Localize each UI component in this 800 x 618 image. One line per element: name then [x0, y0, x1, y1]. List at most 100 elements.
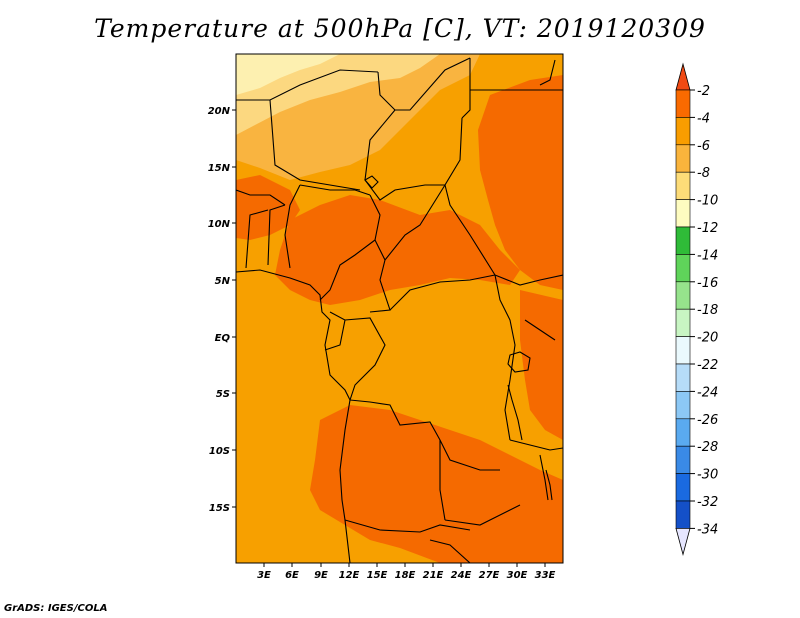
lon-label: 21E: [423, 570, 444, 581]
border-congo: [344, 317, 386, 401]
longitude-axis: 3E 6E 9E 12E 15E 18E 21E 24E 27E 30E 33E: [257, 563, 556, 581]
colorbar-label: -26: [697, 413, 718, 428]
colorbar-box: [675, 336, 691, 365]
border-coast-gulf-guinea: [236, 269, 351, 401]
border-car-drc: [389, 274, 496, 311]
border-drc-east: [494, 274, 516, 441]
colorbar-box: [675, 391, 691, 420]
field-dark-sahel: [275, 195, 520, 305]
colorbar-box: [675, 144, 691, 173]
lat-label: 10N: [208, 219, 231, 230]
border-nigeria-north: [299, 184, 371, 196]
colorbar-label: -10: [697, 194, 718, 209]
colorbar-label: -34: [697, 522, 718, 537]
colorbar-label: -24: [697, 385, 718, 400]
lon-label: 24E: [451, 570, 472, 581]
colorbar-box: [675, 171, 691, 200]
border-benin-togo: [267, 204, 286, 266]
colorbar: -2 -4 -6 -8 -10 -12 -14 -16 -18 -20 -22 -24 -26 -28 -3…: [675, 62, 718, 556]
colorbar-box: [675, 226, 691, 255]
colorbar-box: [675, 500, 691, 529]
colorbar-box: [675, 117, 691, 146]
colorbar-box: [675, 418, 691, 447]
border-coast-angola: [339, 399, 351, 563]
border-coast-east: [539, 59, 556, 86]
lon-label: 18E: [395, 570, 416, 581]
colorbar-box: [675, 473, 691, 502]
colorbar-box: [675, 445, 691, 474]
field-dark-west: [236, 175, 300, 240]
border-car-sudan: [384, 184, 446, 261]
colorbar-box: [675, 89, 691, 118]
lat-label: 20N: [208, 106, 231, 117]
lat-label: 5S: [216, 389, 230, 400]
colorbar-box: [675, 254, 691, 283]
border-drc-angola: [349, 399, 500, 471]
lon-label: 33E: [535, 570, 556, 581]
temperature-field: [236, 54, 563, 563]
colorbar-box: [675, 281, 691, 310]
lon-label: 15E: [367, 570, 388, 581]
lon-label: 9E: [314, 570, 328, 581]
field-dark-southeast: [520, 290, 563, 440]
border-lake-malawi: [545, 469, 553, 501]
border-algeria-niger: [377, 57, 471, 111]
map-title: Temperature at 500hPa [C], VT: 201912030…: [94, 14, 706, 43]
lon-label: 3E: [257, 570, 271, 581]
border-cameroon-car: [369, 239, 391, 313]
lat-label: 15N: [208, 163, 231, 174]
border-zambia-zimbabwe: [444, 504, 521, 526]
border-lake-victoria: [507, 351, 531, 373]
colorbar-label: -14: [697, 248, 718, 263]
colorbar-bottom-arrow: [675, 528, 691, 556]
border-tanzania: [509, 439, 563, 451]
lon-label: 30E: [507, 570, 528, 581]
border-namibia: [344, 519, 471, 533]
lat-label: 5N: [215, 276, 231, 287]
field-dark-northeast: [478, 75, 563, 290]
border-burkina: [236, 189, 286, 206]
border-ghana: [245, 209, 269, 269]
border-libya-chad: [461, 58, 471, 119]
border-lake-tanganyika: [507, 384, 523, 441]
border-botswana: [429, 539, 471, 563]
country-borders: [236, 57, 563, 563]
lon-label: 12E: [339, 570, 360, 581]
border-lake-chad: [364, 175, 379, 189]
colorbar-label: -32: [697, 495, 718, 510]
border-mali-niger: [269, 99, 361, 191]
border-kenya-uganda: [524, 319, 556, 341]
colorbar-label: -18: [697, 303, 718, 318]
border-nigeria-benin: [284, 184, 301, 269]
colorbar-label: -22: [697, 358, 718, 373]
colorbar-box: [675, 363, 691, 392]
lon-label: 27E: [479, 570, 500, 581]
colorbar-label: -20: [697, 331, 718, 346]
colorbar-label: -12: [697, 221, 718, 236]
border-chad-sudan: [444, 117, 496, 276]
colorbar-box: [675, 308, 691, 337]
map-frame: [235, 53, 564, 564]
border-malawi: [539, 454, 549, 501]
latitude-axis: 20N 15N 10N 5N EQ 5S 10S 15S: [208, 106, 236, 514]
border-nigeria-cameroon: [319, 194, 381, 301]
colorbar-label: -30: [697, 468, 718, 483]
colorbar-label: -4: [697, 111, 710, 126]
field-band-palest: [236, 54, 340, 95]
colorbar-label: -6: [697, 139, 710, 154]
border-gabon: [324, 311, 346, 351]
lat-label: 15S: [209, 503, 230, 514]
colorbar-label: -16: [697, 276, 718, 291]
lat-label: 10S: [209, 446, 230, 457]
lat-label: EQ: [215, 333, 231, 344]
colorbar-label: -2: [697, 84, 710, 99]
colorbar-top-arrow: [675, 62, 691, 91]
border-south-sudan: [494, 274, 563, 286]
colorbar-label: -8: [697, 166, 710, 181]
grads-credit: GrADS: IGES/COLA: [4, 603, 108, 614]
colorbar-label: -28: [697, 440, 718, 455]
colorbar-box: [675, 199, 691, 228]
border-angola-zambia: [439, 440, 446, 521]
field-dark-south: [310, 405, 563, 563]
